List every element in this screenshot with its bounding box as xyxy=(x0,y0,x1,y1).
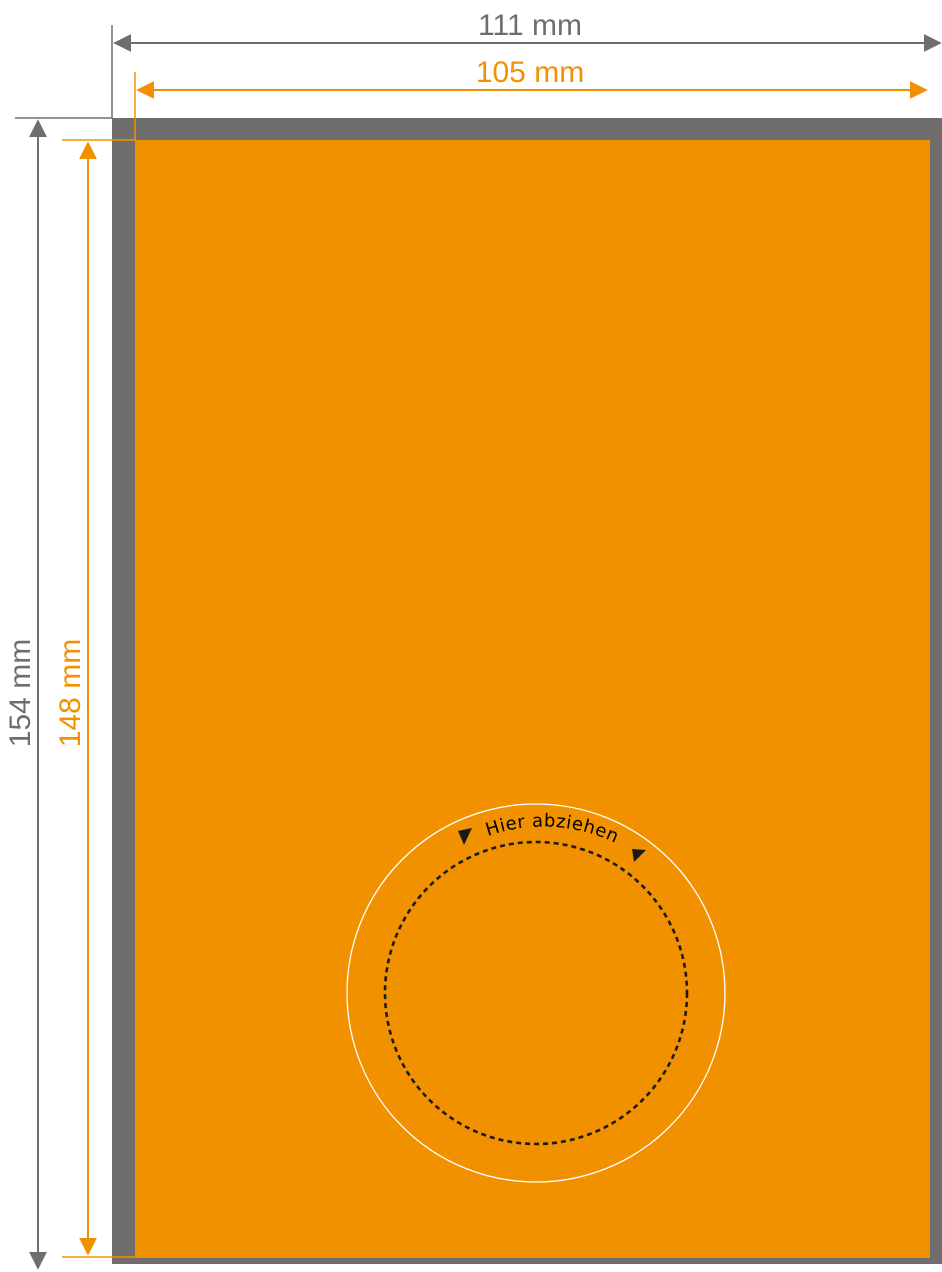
peel-arrow-left-icon xyxy=(458,828,472,845)
inner-height-label: 148 mm xyxy=(54,639,87,747)
outer-width-label: 111 mm xyxy=(478,9,582,42)
peel-arrow-right-icon xyxy=(632,849,646,862)
inner-width-label: 105 mm xyxy=(476,56,584,89)
outer-ring xyxy=(346,803,726,1183)
perforation-circle xyxy=(383,840,689,1146)
trim-area xyxy=(135,140,930,1258)
outer-height-label: 154 mm xyxy=(4,639,37,747)
